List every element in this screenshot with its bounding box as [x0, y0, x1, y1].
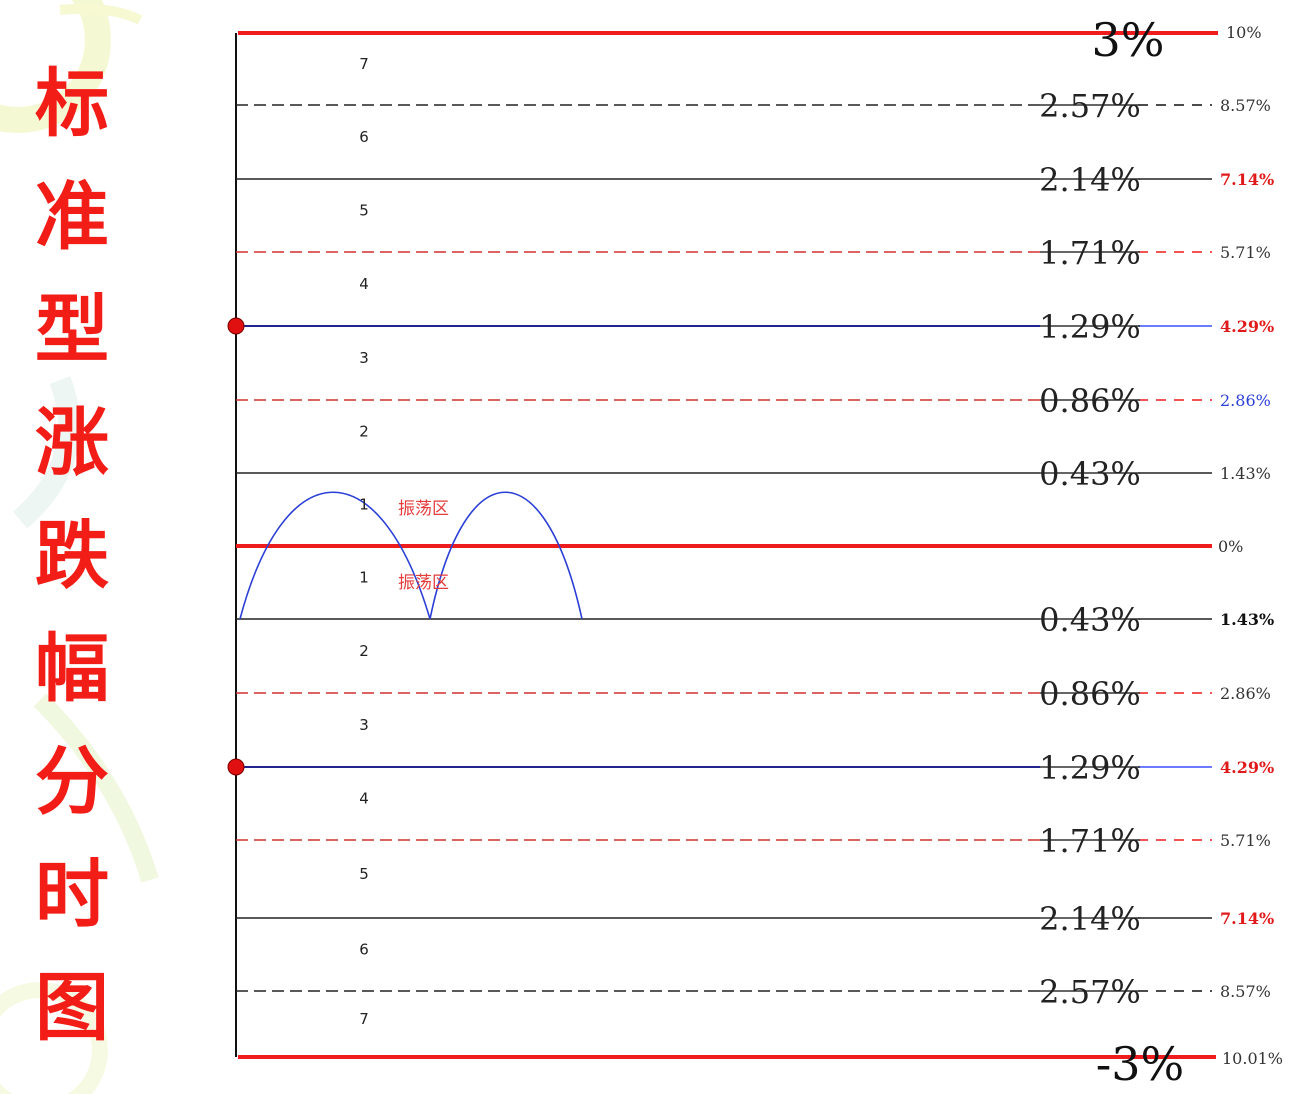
decorative-background [0, 0, 159, 1094]
lower-level-right-label: 7.14% [1220, 909, 1274, 928]
bottom-right-label: 10.01% [1222, 1049, 1283, 1068]
upper-level-right-label: 4.29% [1220, 317, 1274, 336]
upper-zone-number: 1 [359, 496, 369, 514]
vertical-title: 标准型涨跌幅分时图 [22, 48, 122, 1065]
oscillation-zone-label: 振荡区 [398, 573, 449, 593]
upper-zone-number: 2 [359, 423, 369, 441]
lower-level-main-label: 1.71% [1039, 822, 1141, 860]
title-char: 标 [35, 61, 109, 147]
upper-level-main-label: 0.86% [1039, 382, 1141, 420]
upper-zone-number: 6 [359, 128, 369, 146]
lower-zone-number: 5 [359, 865, 369, 883]
upper-zone-number: 5 [359, 202, 369, 220]
lower-level-right-label: 1.43% [1220, 610, 1274, 629]
oscillation-zone-label: 振荡区 [398, 499, 449, 519]
lower-zone-number: 3 [359, 716, 369, 734]
upper-zone-number: 4 [359, 275, 369, 293]
lower-level-main-label: 1.29% [1039, 749, 1141, 787]
title-char: 幅 [35, 626, 109, 712]
lower-level-main-label: 0.43% [1039, 601, 1141, 639]
lower-zone-number: 4 [359, 790, 369, 808]
lower-level-main-label: 2.57% [1039, 973, 1141, 1011]
upper-level-main-label: 0.43% [1039, 455, 1141, 493]
title-char: 分 [35, 739, 109, 825]
upper-level-main-label: 2.57% [1039, 87, 1141, 125]
upper-level-right-label: 5.71% [1220, 243, 1271, 262]
lower-level-main-label: 0.86% [1039, 675, 1141, 713]
lower-level-main-label: 2.14% [1039, 900, 1141, 938]
upper-zone-number: 7 [359, 55, 369, 73]
oscillation-arc [429, 491, 583, 620]
pivot-dot [227, 758, 245, 776]
title-char: 时 [35, 852, 109, 938]
title-char: 准 [35, 174, 109, 260]
upper-level-right-label: 2.86% [1220, 391, 1271, 410]
upper-level-main-label: 1.71% [1039, 234, 1141, 272]
bottom-main-label: -3% [1096, 1037, 1185, 1091]
top-main-label: 3% [1092, 13, 1165, 67]
zero-right-label: 0% [1218, 537, 1243, 556]
upper-zone-number: 3 [359, 349, 369, 367]
lower-zone-number: 1 [359, 569, 369, 587]
upper-level-right-label: 8.57% [1220, 96, 1271, 115]
lower-zone-number: 7 [359, 1010, 369, 1028]
lower-zone-number: 6 [359, 941, 369, 959]
lower-zone-number: 2 [359, 642, 369, 660]
title-char: 涨 [35, 400, 109, 486]
upper-level-main-label: 1.29% [1039, 308, 1141, 346]
lower-level-right-label: 8.57% [1220, 982, 1271, 1001]
oscillation-arc [239, 491, 431, 620]
lower-level-right-label: 5.71% [1220, 831, 1271, 850]
title-char: 型 [35, 287, 109, 373]
lower-level-right-label: 4.29% [1220, 758, 1274, 777]
upper-level-main-label: 2.14% [1039, 161, 1141, 199]
title-char: 图 [35, 965, 109, 1051]
pivot-dot [227, 317, 245, 335]
upper-level-right-label: 1.43% [1220, 464, 1271, 483]
top-right-label: 10% [1226, 23, 1262, 42]
upper-level-right-label: 7.14% [1220, 170, 1274, 189]
lower-level-right-label: 2.86% [1220, 684, 1271, 703]
title-char: 跌 [35, 513, 109, 599]
